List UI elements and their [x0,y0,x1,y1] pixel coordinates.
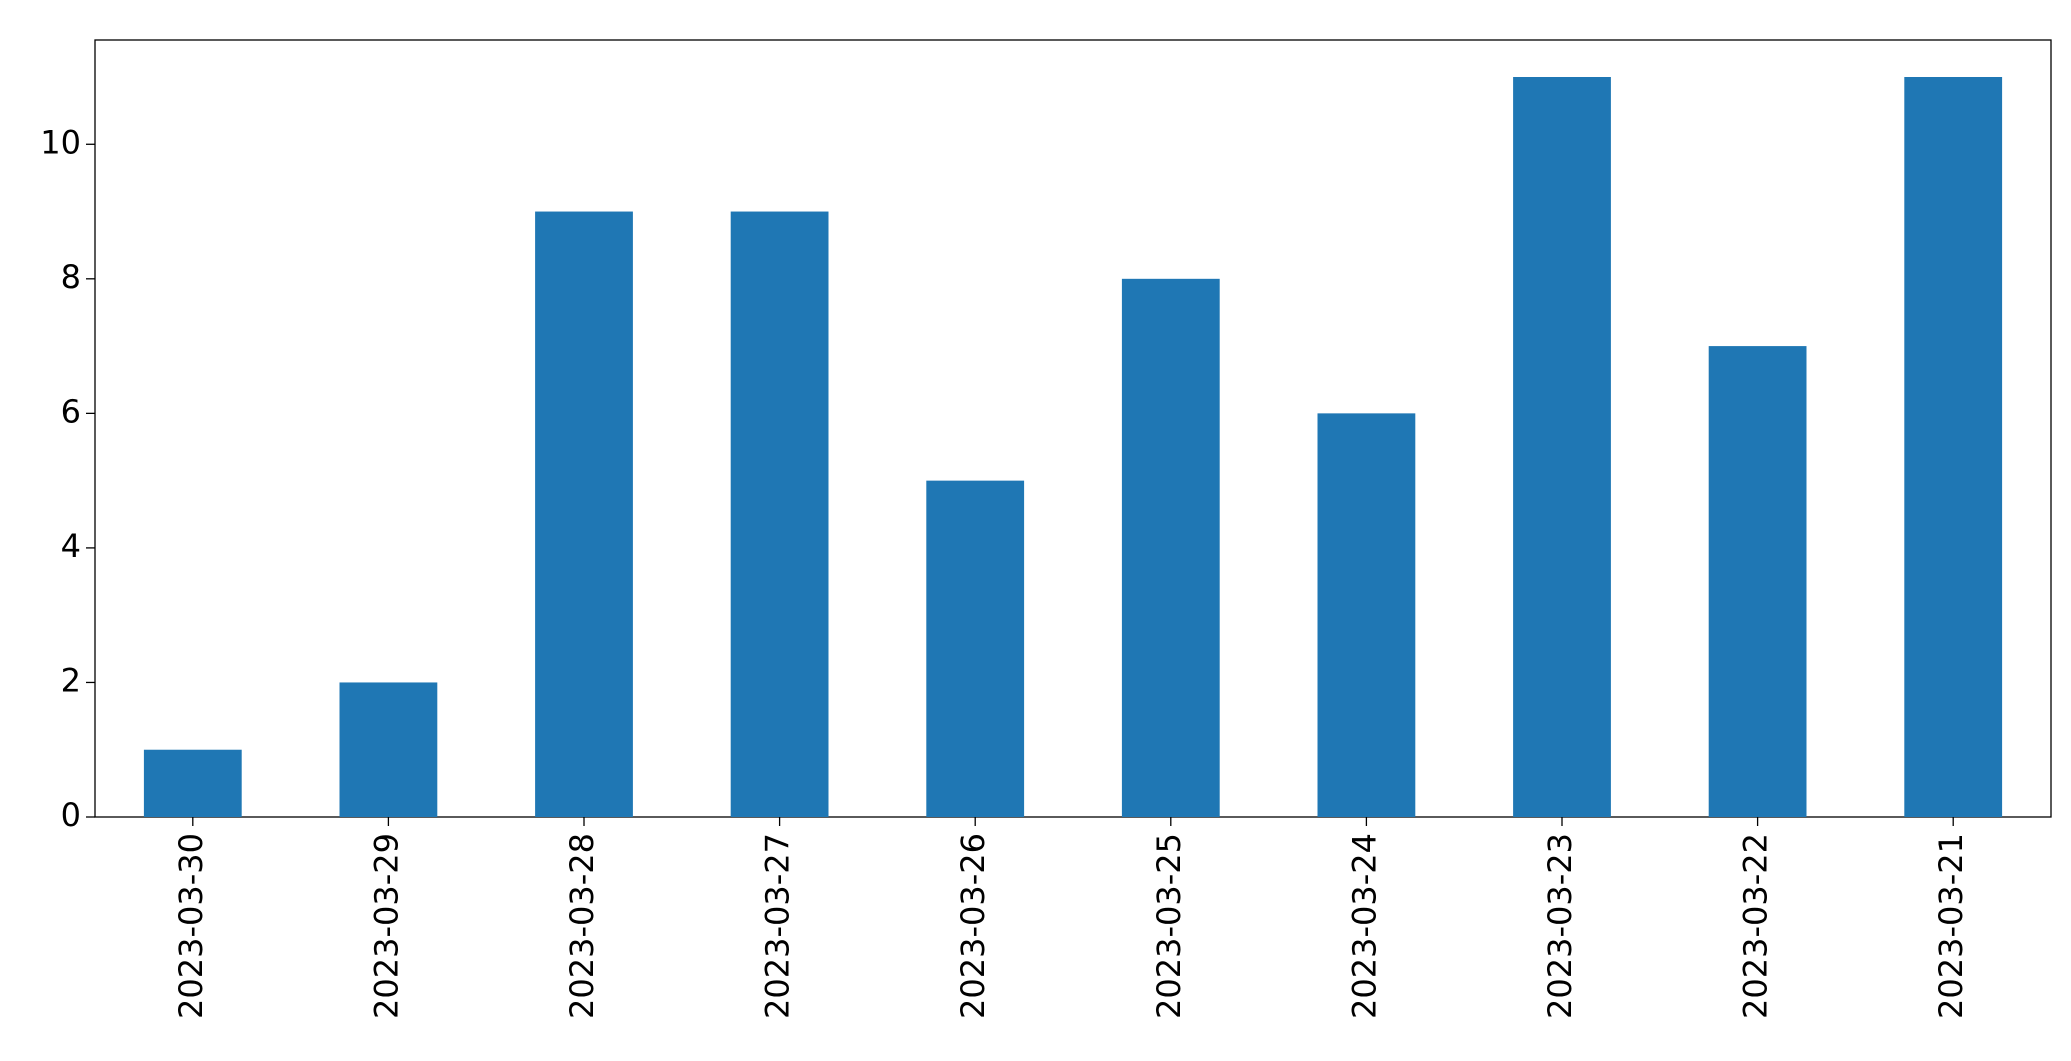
y-tick-label: 2 [61,661,81,699]
bar [143,749,242,817]
x-tick-label: 2023-03-23 [1541,833,1579,1019]
bar [1513,77,1611,817]
x-tick-label: 2023-03-21 [1932,833,1970,1019]
y-tick-label: 6 [61,392,81,430]
bar [730,211,829,817]
x-tick-label: 2023-03-24 [1345,833,1383,1019]
x-tick-label: 2023-03-22 [1737,833,1775,1019]
bar [535,211,633,817]
x-tick-label: 2023-03-29 [367,833,405,1019]
x-tick-label: 2023-03-30 [172,833,210,1019]
bar [1708,346,1807,817]
y-tick-label: 4 [61,527,81,565]
x-tick-label: 2023-03-26 [954,833,992,1019]
bar [339,682,438,817]
y-tick-label: 0 [61,796,81,834]
x-tick-label: 2023-03-25 [1150,833,1188,1019]
y-tick-label: 8 [61,258,81,296]
bar [1121,278,1220,817]
x-tick-label: 2023-03-28 [563,833,601,1019]
x-tick-label: 2023-03-27 [759,833,797,1019]
y-tick-label: 10 [40,123,81,161]
bar [1904,77,2003,817]
bar [926,480,1025,817]
bar [1317,413,1416,817]
plot-frame [94,39,2052,818]
